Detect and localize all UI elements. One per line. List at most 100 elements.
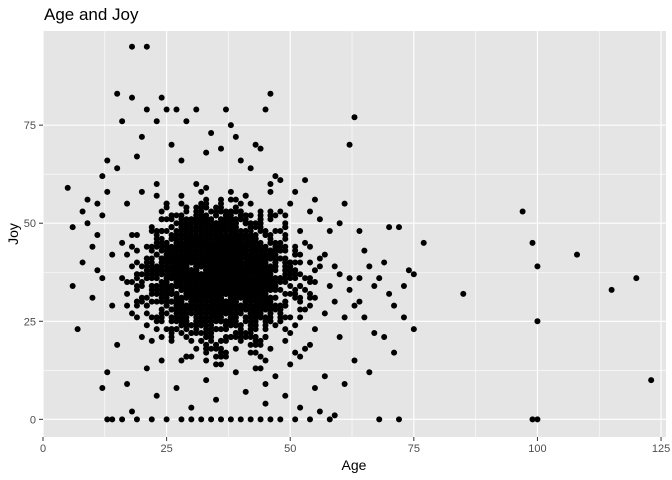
data-point	[69, 282, 76, 289]
data-point	[163, 228, 170, 235]
data-point	[272, 173, 279, 180]
data-point	[129, 43, 135, 50]
data-point	[213, 353, 220, 360]
data-point	[203, 259, 210, 266]
data-point	[341, 200, 348, 207]
data-point	[247, 165, 254, 172]
data-point	[198, 259, 205, 266]
data-point	[608, 286, 615, 293]
data-point	[208, 345, 215, 352]
data-point	[361, 247, 368, 254]
data-point	[287, 330, 294, 337]
data-point	[158, 271, 165, 278]
data-point	[158, 357, 165, 364]
data-point	[183, 310, 190, 317]
data-point	[198, 235, 205, 242]
data-point	[114, 341, 121, 348]
data-point	[396, 224, 402, 231]
data-point	[232, 216, 239, 223]
data-point	[252, 365, 259, 372]
data-point	[163, 310, 170, 317]
data-point	[178, 357, 185, 364]
data-point	[148, 314, 155, 321]
data-point	[158, 263, 165, 270]
data-point	[242, 333, 249, 340]
data-point	[272, 228, 279, 235]
data-point	[287, 282, 294, 289]
data-point	[307, 259, 313, 266]
data-point	[188, 404, 195, 411]
data-point	[79, 259, 86, 266]
data-point	[267, 318, 274, 325]
data-point	[168, 330, 175, 337]
data-point	[262, 282, 269, 289]
data-point	[163, 282, 170, 289]
data-point	[297, 353, 304, 360]
data-point	[277, 286, 284, 293]
data-point	[163, 106, 170, 113]
data-point	[227, 243, 234, 250]
data-point	[237, 330, 244, 337]
data-point	[173, 243, 180, 250]
data-point	[336, 333, 343, 340]
data-point	[302, 345, 309, 352]
data-point	[302, 177, 309, 184]
data-point	[420, 239, 427, 246]
y-tick-label: 25	[24, 316, 36, 328]
data-point	[124, 279, 131, 286]
data-point	[183, 353, 190, 360]
data-point	[267, 416, 274, 423]
data-point	[203, 357, 210, 364]
data-point	[148, 247, 155, 254]
data-point	[188, 267, 195, 274]
data-point	[158, 282, 165, 289]
data-point	[163, 302, 170, 309]
data-point	[168, 224, 175, 231]
data-point	[227, 122, 234, 129]
data-point	[262, 263, 269, 270]
data-point	[193, 263, 200, 270]
data-point	[153, 275, 160, 282]
data-point	[257, 247, 264, 254]
data-point	[302, 275, 309, 282]
data-point	[237, 267, 244, 274]
data-point	[410, 326, 417, 333]
data-point	[242, 279, 249, 286]
data-point	[648, 377, 655, 384]
data-point	[227, 267, 234, 274]
data-point	[272, 212, 279, 219]
data-point	[218, 318, 224, 325]
data-point	[262, 314, 269, 321]
data-point	[208, 286, 215, 293]
data-point	[247, 212, 254, 219]
data-point	[331, 412, 338, 419]
data-point	[361, 314, 368, 321]
data-point	[336, 271, 343, 278]
data-point	[218, 282, 224, 289]
data-point	[351, 357, 358, 364]
data-point	[232, 243, 239, 250]
data-point	[198, 416, 205, 423]
data-point	[124, 381, 131, 388]
data-point	[163, 275, 170, 282]
data-point	[257, 259, 264, 266]
data-point	[232, 286, 239, 293]
data-point	[227, 286, 234, 293]
data-point	[148, 298, 155, 305]
data-point	[277, 243, 284, 250]
data-point	[272, 294, 279, 301]
data-point	[633, 275, 640, 282]
data-point	[183, 322, 190, 329]
data-point	[109, 302, 116, 309]
data-point	[326, 282, 333, 289]
data-point	[99, 275, 106, 282]
data-point	[153, 392, 160, 399]
data-point	[222, 318, 229, 325]
y-tick-label: 50	[24, 218, 36, 230]
data-point	[143, 243, 150, 250]
data-point	[213, 204, 220, 211]
data-point	[282, 231, 289, 238]
data-point	[391, 349, 398, 356]
data-point	[391, 302, 398, 309]
data-point	[183, 282, 190, 289]
